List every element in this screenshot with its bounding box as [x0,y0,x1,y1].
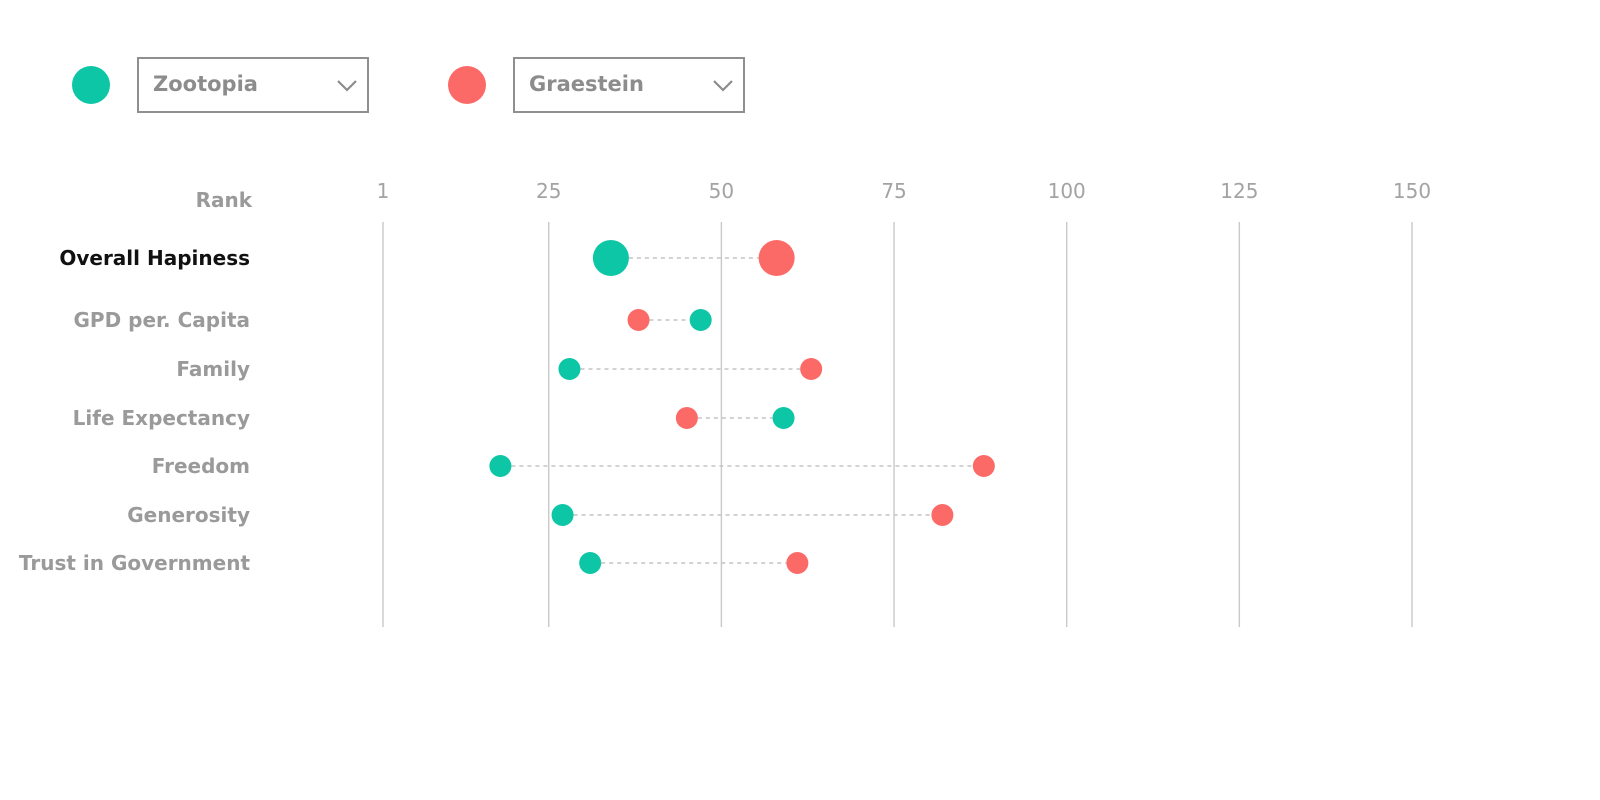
point-series-a-3 [772,407,795,429]
country-select-b[interactable]: Graestein [513,57,745,113]
point-series-b-6 [786,552,809,574]
point-series-b-4 [972,455,995,477]
legend-marker-a [72,66,110,104]
x-tick-label-150: 150 [1393,179,1431,203]
point-series-b-3 [675,407,698,429]
point-series-b-2 [800,358,823,380]
x-tick-label-1: 1 [377,179,390,203]
row-label-0: Overall Hapiness [59,246,250,270]
row-label-5: Generosity [127,503,250,527]
point-layer [489,240,995,574]
point-series-a-1 [689,309,712,331]
country-select-b-value: Graestein [529,72,644,96]
x-tick-label-75: 75 [881,179,906,203]
point-series-a-2 [558,358,581,380]
point-series-a-5 [551,504,574,526]
connector-layer [511,257,973,564]
legend-marker-b [448,66,486,104]
x-tick-label-125: 125 [1220,179,1258,203]
row-label-4: Freedom [152,454,250,478]
x-tick-label-50: 50 [709,179,734,203]
row-label-3: Life Expectancy [73,406,250,430]
axis-label: Rank [196,188,253,212]
label-layer: Rank Overall Hapiness GPD per. Capita Fami… [19,188,253,575]
chevron-down-icon [713,80,733,92]
point-series-b-0 [758,240,795,276]
x-tick-label-25: 25 [536,179,561,203]
country-select-a[interactable]: Zootopia [137,57,369,113]
x-tick-label-100: 100 [1048,179,1086,203]
point-series-a-4 [489,455,512,477]
point-series-a-6 [579,552,602,574]
point-series-a-0 [592,240,629,276]
country-select-a-value: Zootopia [153,72,258,96]
tick-layer: 1 25 50 75 100 125 150 [377,179,1431,203]
point-series-b-5 [931,504,954,526]
row-label-2: Family [176,357,250,381]
row-label-1: GPD per. Capita [74,308,251,332]
row-label-6: Trust in Government [19,551,251,575]
point-series-b-1 [627,309,650,331]
chevron-down-icon [337,80,357,92]
grid-layer [382,222,1413,627]
